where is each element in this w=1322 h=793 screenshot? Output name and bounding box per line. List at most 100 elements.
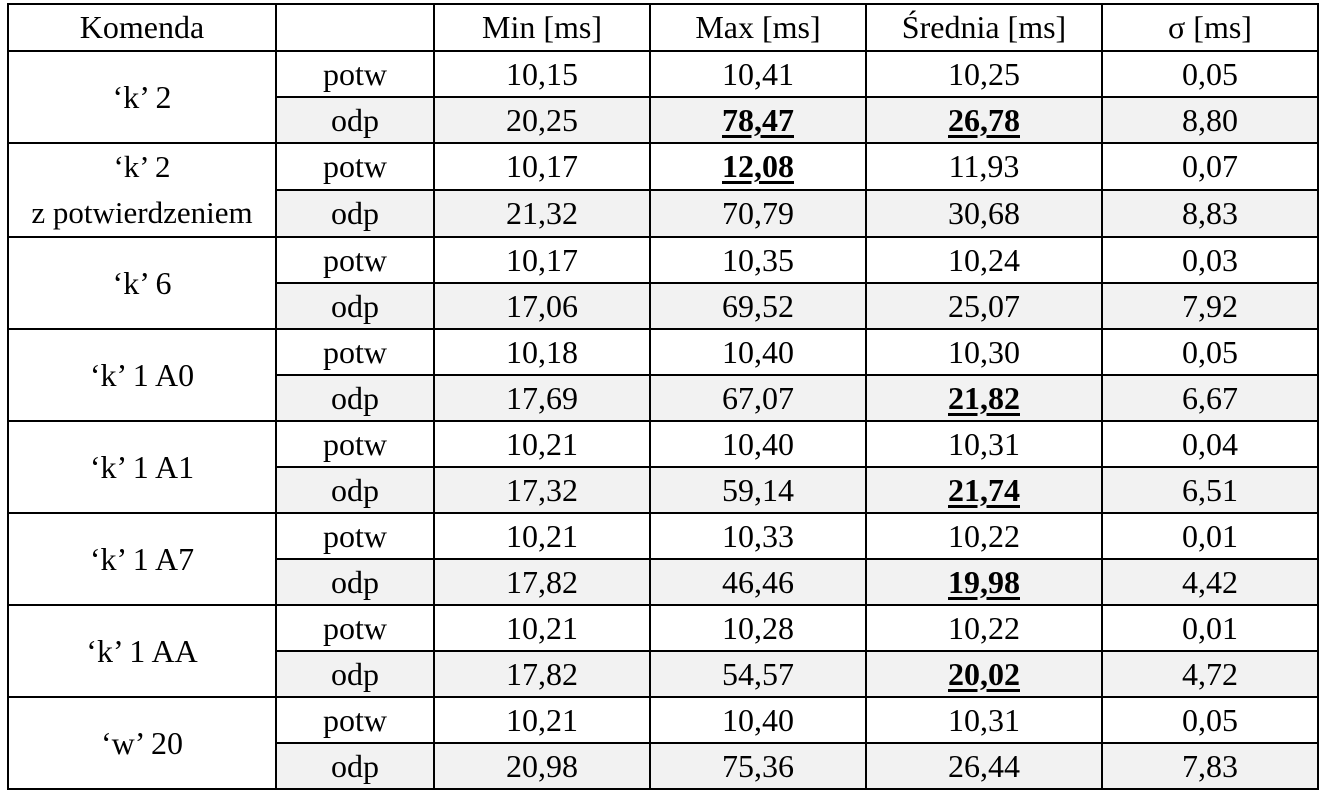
max-cell: 10,41	[649, 50, 867, 98]
avg-cell: 21,74	[865, 466, 1103, 514]
table-row: odp 20,98 75,36 26,44 7,83	[8, 742, 1319, 790]
type-cell: odp	[275, 189, 435, 238]
command-cell: ‘k’ 2 z potwierdzeniem	[7, 142, 277, 238]
sigma-value: 0,05	[1182, 55, 1238, 92]
results-table-container: Komenda Min [ms] Max [ms] Średnia [ms] σ…	[7, 3, 1319, 790]
type-cell: odp	[275, 374, 435, 422]
type-cell: odp	[275, 282, 435, 330]
avg-cell: 10,31	[865, 696, 1103, 744]
command-label: ‘k’ 6	[112, 265, 172, 301]
type-cell: odp	[275, 96, 435, 144]
min-value: 10,21	[506, 701, 578, 738]
header-row: Komenda Min [ms] Max [ms] Średnia [ms] σ…	[7, 3, 1319, 52]
command-label: ‘k’ 2	[112, 79, 172, 115]
sigma-value: 6,51	[1182, 471, 1238, 508]
avg-cell: 26,78	[865, 96, 1103, 144]
avg-value: 26,44	[948, 747, 1020, 784]
max-cell: 10,40	[649, 328, 867, 376]
max-value: 10,40	[722, 333, 794, 370]
max-cell: 10,40	[649, 420, 867, 468]
max-cell: 10,40	[649, 696, 867, 744]
table-row: odp 21,32 70,79 30,68 8,83	[8, 189, 1319, 238]
avg-value: 19,98	[948, 563, 1020, 600]
min-cell: 10,17	[433, 236, 651, 284]
max-value: 10,40	[722, 425, 794, 462]
avg-cell: 19,98	[865, 558, 1103, 606]
table-row: ‘k’ 2 potw 10,15 10,41 10,25 0,05	[7, 50, 1319, 144]
sigma-cell: 6,67	[1101, 374, 1319, 422]
avg-value: 10,31	[948, 425, 1020, 462]
command-label-line2: z potwierdzeniem	[31, 195, 253, 230]
avg-value: 10,30	[948, 333, 1020, 370]
avg-cell: 26,44	[865, 742, 1103, 790]
max-cell: 67,07	[649, 374, 867, 422]
avg-value: 10,25	[948, 55, 1020, 92]
avg-cell: 10,22	[865, 604, 1103, 652]
sigma-value: 8,83	[1182, 195, 1238, 231]
avg-cell: 10,24	[865, 236, 1103, 284]
min-value: 17,06	[506, 287, 578, 324]
sigma-cell: 4,72	[1101, 650, 1319, 698]
sigma-cell: 7,83	[1101, 742, 1319, 790]
max-cell: 54,57	[649, 650, 867, 698]
type-cell: potw	[275, 50, 435, 98]
sigma-value: 4,42	[1182, 563, 1238, 600]
min-cell: 10,17	[433, 142, 651, 191]
avg-value: 25,07	[948, 287, 1020, 324]
sigma-value: 4,72	[1182, 655, 1238, 692]
type-cell: odp	[275, 650, 435, 698]
max-cell: 12,08	[649, 142, 867, 191]
type-cell: potw	[275, 604, 435, 652]
table-row: ‘k’ 2 z potwierdzeniem potw 10,17 12,08 11,93…	[7, 142, 1319, 238]
header-command: Komenda	[7, 3, 277, 52]
min-cell: 10,21	[433, 512, 651, 560]
sigma-value: 6,67	[1182, 379, 1238, 416]
min-value: 20,98	[506, 747, 578, 784]
sigma-cell: 7,92	[1101, 282, 1319, 330]
command-cell: ‘w’ 20	[7, 696, 277, 790]
min-cell: 17,82	[433, 650, 651, 698]
min-value: 20,25	[506, 101, 578, 138]
min-cell: 10,21	[433, 420, 651, 468]
min-value: 10,21	[506, 609, 578, 646]
header-avg: Średnia [ms]	[865, 3, 1103, 52]
min-value: 17,69	[506, 379, 578, 416]
sigma-cell: 0,05	[1101, 328, 1319, 376]
sigma-cell: 0,07	[1101, 142, 1319, 191]
max-value: 12,08	[722, 148, 794, 184]
max-cell: 46,46	[649, 558, 867, 606]
avg-cell: 10,22	[865, 512, 1103, 560]
command-label: ‘k’ 1 AA	[86, 633, 198, 669]
avg-value: 11,93	[948, 148, 1020, 184]
type-cell: potw	[275, 142, 435, 191]
max-cell: 70,79	[649, 189, 867, 238]
min-value: 10,18	[506, 333, 578, 370]
command-cell: ‘k’ 1 A1	[7, 420, 277, 514]
table-row: ‘k’ 1 A7 potw 10,21 10,33 10,22 0,01	[7, 512, 1319, 606]
avg-cell: 10,30	[865, 328, 1103, 376]
table-row: odp 17,06 69,52 25,07 7,92	[8, 282, 1319, 330]
min-cell: 20,25	[433, 96, 651, 144]
avg-value: 10,31	[948, 701, 1020, 738]
avg-value: 26,78	[948, 101, 1020, 138]
sigma-cell: 6,51	[1101, 466, 1319, 514]
command-cell: ‘k’ 2	[7, 50, 277, 144]
command-cell: ‘k’ 6	[7, 236, 277, 330]
timing-results-table: Komenda Min [ms] Max [ms] Średnia [ms] σ…	[7, 3, 1319, 790]
sigma-cell: 0,05	[1101, 696, 1319, 744]
max-value: 78,47	[722, 101, 794, 138]
max-cell: 10,35	[649, 236, 867, 284]
min-cell: 10,15	[433, 50, 651, 98]
max-value: 10,41	[722, 55, 794, 92]
min-cell: 10,21	[433, 604, 651, 652]
avg-value: 10,22	[948, 517, 1020, 554]
max-value: 59,14	[722, 471, 794, 508]
max-value: 46,46	[722, 563, 794, 600]
table-row: odp 17,82 54,57 20,02 4,72	[8, 650, 1319, 698]
min-cell: 17,06	[433, 282, 651, 330]
min-value: 17,82	[506, 655, 578, 692]
max-cell: 10,28	[649, 604, 867, 652]
avg-value: 30,68	[948, 195, 1020, 231]
type-cell: potw	[275, 236, 435, 284]
header-min: Min [ms]	[433, 3, 651, 52]
